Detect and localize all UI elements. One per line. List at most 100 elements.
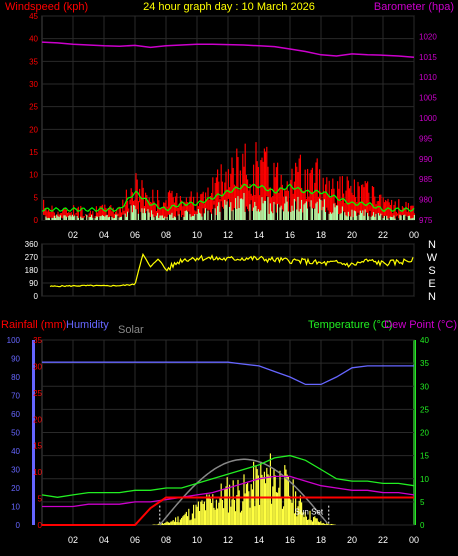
solar-bar xyxy=(187,516,188,525)
barometer-axis-label: Barometer (hpa) xyxy=(374,1,454,13)
wind-bar xyxy=(210,212,211,220)
rainfall-axis-label: Rainfall (mm) xyxy=(1,319,66,331)
wind-bar xyxy=(205,208,206,220)
wind-bar xyxy=(365,209,366,220)
solar-bar xyxy=(242,501,243,525)
solar-bar xyxy=(265,483,266,525)
wind-bar xyxy=(91,215,92,220)
wind-bar xyxy=(171,213,172,220)
wind-bar xyxy=(104,217,105,220)
wind-bar xyxy=(223,209,224,220)
wind-bar xyxy=(95,218,96,220)
wind-bar xyxy=(149,213,150,220)
wind-bar xyxy=(49,218,50,220)
wind-bar xyxy=(350,217,351,220)
wind-bar xyxy=(255,206,256,220)
wind-y-tick: 35 xyxy=(29,57,38,66)
wind-bar xyxy=(330,212,331,220)
wind-bar xyxy=(343,211,344,220)
wind-bar xyxy=(373,212,374,220)
solar-bar xyxy=(227,477,228,525)
solar-bar xyxy=(223,508,224,525)
solar-bar xyxy=(168,522,169,525)
wind-bar xyxy=(228,199,229,220)
wind-bar xyxy=(384,216,385,220)
wind-bar xyxy=(102,215,103,220)
solar-bar xyxy=(230,507,231,525)
wind-bar xyxy=(157,213,158,220)
wind-bar xyxy=(143,213,144,220)
solar-bar xyxy=(167,522,168,525)
wind-bar xyxy=(381,215,382,220)
wind-y-tick: 5 xyxy=(34,193,39,202)
wind-bar xyxy=(161,216,162,220)
solar-bar xyxy=(289,496,290,525)
wind-bar xyxy=(349,216,350,220)
humidity-y-tick: 90 xyxy=(11,355,20,364)
wind-bar xyxy=(117,216,118,220)
solar-bar xyxy=(224,489,225,525)
temp-y-tick: 15 xyxy=(420,452,429,461)
solar-bar xyxy=(263,477,264,525)
wind-bar xyxy=(86,215,87,220)
rain-y-tick: 0 xyxy=(38,521,43,530)
wind-bar xyxy=(103,216,104,220)
wind-bar xyxy=(92,218,93,220)
solar-bar xyxy=(189,520,190,525)
wind-bar xyxy=(389,218,390,220)
wind-bar xyxy=(179,214,180,220)
gust-bar xyxy=(368,193,369,220)
gust-bar xyxy=(383,197,384,220)
wind-bar xyxy=(289,198,290,220)
wind-bar xyxy=(234,208,235,220)
wind-bar xyxy=(259,212,260,220)
wind-bar xyxy=(245,212,246,220)
wind-bar xyxy=(337,205,338,220)
wind-bar xyxy=(180,211,181,220)
wind-bar xyxy=(203,208,204,220)
wind-bar xyxy=(399,215,400,220)
wind-bar xyxy=(78,218,79,220)
solar-bar xyxy=(170,522,171,525)
baro-y-tick: 1015 xyxy=(419,53,437,62)
wind-y-tick: 20 xyxy=(29,125,38,134)
wind-bar xyxy=(290,212,291,220)
solar-bar xyxy=(194,518,195,525)
wind-bar xyxy=(278,204,279,220)
wind-bar xyxy=(225,205,226,220)
wind-bar xyxy=(407,217,408,220)
temp-y-tick: 40 xyxy=(420,336,429,345)
wind-bar xyxy=(254,202,255,220)
wind-bar xyxy=(165,218,166,220)
wind-bar xyxy=(174,216,175,220)
solar-bar xyxy=(331,524,332,525)
wind-bar xyxy=(138,214,139,220)
wind-bar xyxy=(187,212,188,220)
wind-bar xyxy=(353,217,354,220)
solar-bar xyxy=(237,480,238,525)
wind-bar xyxy=(312,208,313,220)
wind-y-tick: 45 xyxy=(29,12,38,21)
wind-bar xyxy=(137,209,138,220)
wind-bar xyxy=(320,200,321,220)
wind-bar xyxy=(211,214,212,220)
wind-bar xyxy=(398,218,399,220)
wind-bar xyxy=(294,199,295,220)
wind-bar xyxy=(209,210,210,220)
solar-bar xyxy=(243,474,244,525)
chart-title: 24 hour graph day : 10 March 2026 xyxy=(143,1,315,13)
wind-bar xyxy=(204,213,205,220)
gust-bar xyxy=(175,197,176,220)
wind-bar xyxy=(152,214,153,220)
wind-bar xyxy=(164,217,165,220)
wind-bar xyxy=(194,214,195,220)
wind-bar xyxy=(67,217,68,220)
gust-bar xyxy=(411,206,412,220)
wind-bar xyxy=(113,218,114,220)
wind-bar xyxy=(374,217,375,220)
solar-bar xyxy=(195,505,196,525)
solar-bar xyxy=(240,512,241,525)
wind-bar xyxy=(242,199,243,220)
p1-x-tick: 14 xyxy=(254,230,264,240)
